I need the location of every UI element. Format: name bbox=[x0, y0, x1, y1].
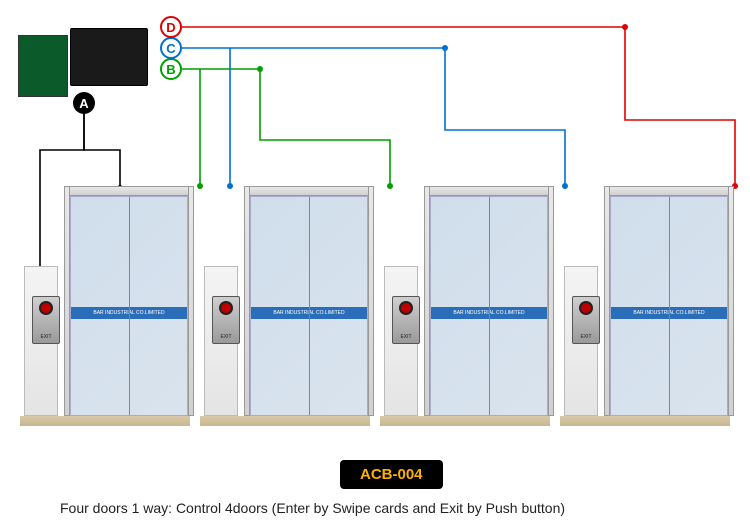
door-unit: BAR INDUSTRIAL CO.LIMITED bbox=[20, 186, 190, 426]
caption-text: Four doors 1 way: Control 4doors (Enter … bbox=[60, 500, 565, 516]
diagram-canvas: A B C D BAR INDUSTRIAL CO.LIMITEDBAR IND… bbox=[0, 0, 750, 531]
model-badge: ACB-004 bbox=[340, 460, 443, 489]
floor bbox=[20, 416, 190, 426]
door-glass: BAR INDUSTRIAL CO.LIMITED bbox=[250, 196, 368, 416]
exit-reader bbox=[572, 296, 600, 344]
door-frame-top bbox=[64, 186, 194, 196]
floor bbox=[380, 416, 550, 426]
floor bbox=[560, 416, 730, 426]
door-glass: BAR INDUSTRIAL CO.LIMITED bbox=[430, 196, 548, 416]
door-glass: BAR INDUSTRIAL CO.LIMITED bbox=[610, 196, 728, 416]
door-frame-top bbox=[244, 186, 374, 196]
door-strip: BAR INDUSTRIAL CO.LIMITED bbox=[611, 307, 727, 319]
door-strip: BAR INDUSTRIAL CO.LIMITED bbox=[251, 307, 367, 319]
door-frame-right bbox=[188, 186, 194, 416]
door-frame-top bbox=[424, 186, 554, 196]
door-unit: BAR INDUSTRIAL CO.LIMITED bbox=[200, 186, 370, 426]
door-frame-top bbox=[604, 186, 734, 196]
exit-reader bbox=[212, 296, 240, 344]
door-frame-right bbox=[548, 186, 554, 416]
exit-reader bbox=[392, 296, 420, 344]
door-strip: BAR INDUSTRIAL CO.LIMITED bbox=[71, 307, 187, 319]
exit-reader bbox=[32, 296, 60, 344]
door-frame-right bbox=[728, 186, 734, 416]
floor bbox=[200, 416, 370, 426]
door-glass: BAR INDUSTRIAL CO.LIMITED bbox=[70, 196, 188, 416]
door-unit: BAR INDUSTRIAL CO.LIMITED bbox=[560, 186, 730, 426]
door-unit: BAR INDUSTRIAL CO.LIMITED bbox=[380, 186, 550, 426]
door-frame-right bbox=[368, 186, 374, 416]
model-badge-text: ACB-004 bbox=[360, 466, 423, 483]
door-strip: BAR INDUSTRIAL CO.LIMITED bbox=[431, 307, 547, 319]
